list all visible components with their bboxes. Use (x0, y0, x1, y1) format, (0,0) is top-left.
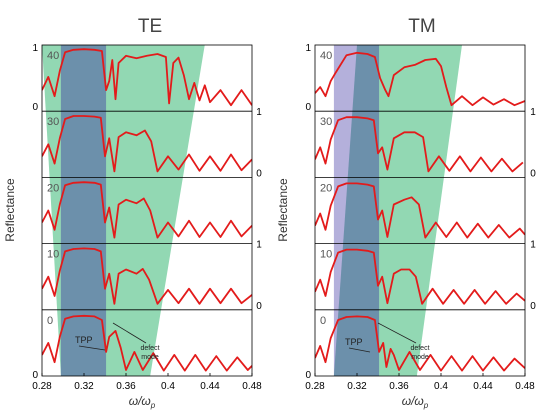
offset-label: 30 (47, 116, 59, 128)
right-tick-label-top: 1 (256, 107, 262, 118)
x-axis-label-main: ω/ω (402, 394, 424, 408)
axes-frame (41, 44, 253, 377)
tpp-arrow (348, 347, 371, 353)
reflectance-curve-40 (42, 48, 252, 107)
reflectance-curve-10 (315, 248, 525, 305)
right-tick-label-top: 1 (530, 240, 536, 251)
right-tick-label-bottom: 0 (530, 168, 536, 179)
offset-label: 0 (47, 315, 53, 327)
x-tick-label: 0.36 (116, 381, 136, 392)
x-tick-label: 0.48 (515, 381, 535, 392)
offset-label: 20 (320, 182, 332, 194)
reflectance-curve-20 (315, 182, 525, 239)
offset-label: 10 (320, 249, 332, 261)
x-axis-label: ω/ωp (402, 394, 429, 410)
reflectance-curve-30 (315, 116, 524, 173)
right-tick-label-bottom: 0 (256, 168, 262, 179)
right-tick-label-top: 1 (530, 107, 536, 118)
y-axis-label: Reflectance (3, 178, 17, 242)
chart-title: TM (408, 16, 435, 37)
reflectance-curve-0 (315, 315, 525, 372)
reflectance-curve-10 (42, 247, 252, 305)
y-tick-label-origin: 0 (32, 370, 38, 381)
x-axis-label-subscript: p (150, 401, 156, 410)
x-axis-label-main: ω/ω (129, 394, 151, 408)
offset-label: 20 (47, 182, 59, 194)
band-overlap (60, 45, 107, 376)
defect-mode-annotation-line2: mode (411, 354, 429, 361)
x-tick-label: 0.48 (242, 381, 262, 392)
x-tick-label: 0.32 (347, 381, 367, 392)
right-tick-label-bottom: 0 (530, 301, 536, 312)
offset-label: 10 (47, 249, 59, 261)
offset-label: 40 (47, 50, 59, 62)
chart-title: TE (138, 16, 162, 37)
x-tick-label: 0.4 (434, 381, 448, 392)
x-tick-label: 0.36 (389, 381, 409, 392)
reflectance-curve-30 (42, 115, 252, 173)
defect-mode-annotation: defect (410, 345, 429, 352)
offset-label: 0 (320, 315, 326, 327)
x-tick-label: 0.44 (200, 381, 220, 392)
y-tick-label-bottom: 0 (32, 102, 38, 113)
y-tick-label-origin: 0 (305, 370, 311, 381)
plot-area (315, 45, 525, 376)
reflectance-curve-40 (315, 51, 525, 107)
tpp-annotation: TPP (345, 337, 363, 347)
defect-mode-annotation-line2: mode (141, 354, 159, 361)
defect-mode-annotation: defect (140, 345, 159, 352)
x-tick-label: 0.4 (161, 381, 175, 392)
x-tick-label: 0.44 (473, 381, 493, 392)
tpp-annotation: TPP (75, 335, 93, 345)
offset-label: 30 (320, 116, 332, 128)
plot-area (42, 45, 252, 376)
x-axis-label-subscript: p (423, 401, 429, 410)
x-tick-label: 0.32 (74, 381, 94, 392)
defect-mode-arrow (112, 322, 147, 344)
y-tick-label-bottom: 0 (305, 102, 311, 113)
y-axis-label: Reflectance (276, 178, 290, 242)
right-tick-label-bottom: 0 (256, 301, 262, 312)
tpp-arrow (78, 345, 106, 351)
y-tick-label-top: 1 (32, 43, 38, 54)
x-axis-label: ω/ωp (129, 394, 156, 410)
x-tick-label: 0.28 (305, 381, 325, 392)
y-tick-label-top: 1 (305, 43, 311, 54)
reflectance-curve-20 (42, 181, 252, 239)
right-tick-label-top: 1 (256, 240, 262, 251)
offset-label: 40 (320, 50, 332, 62)
axes-frame (314, 44, 526, 377)
x-tick-label: 0.28 (32, 381, 52, 392)
reflectance-curve-0 (42, 314, 252, 372)
defect-mode-arrow (377, 322, 417, 344)
